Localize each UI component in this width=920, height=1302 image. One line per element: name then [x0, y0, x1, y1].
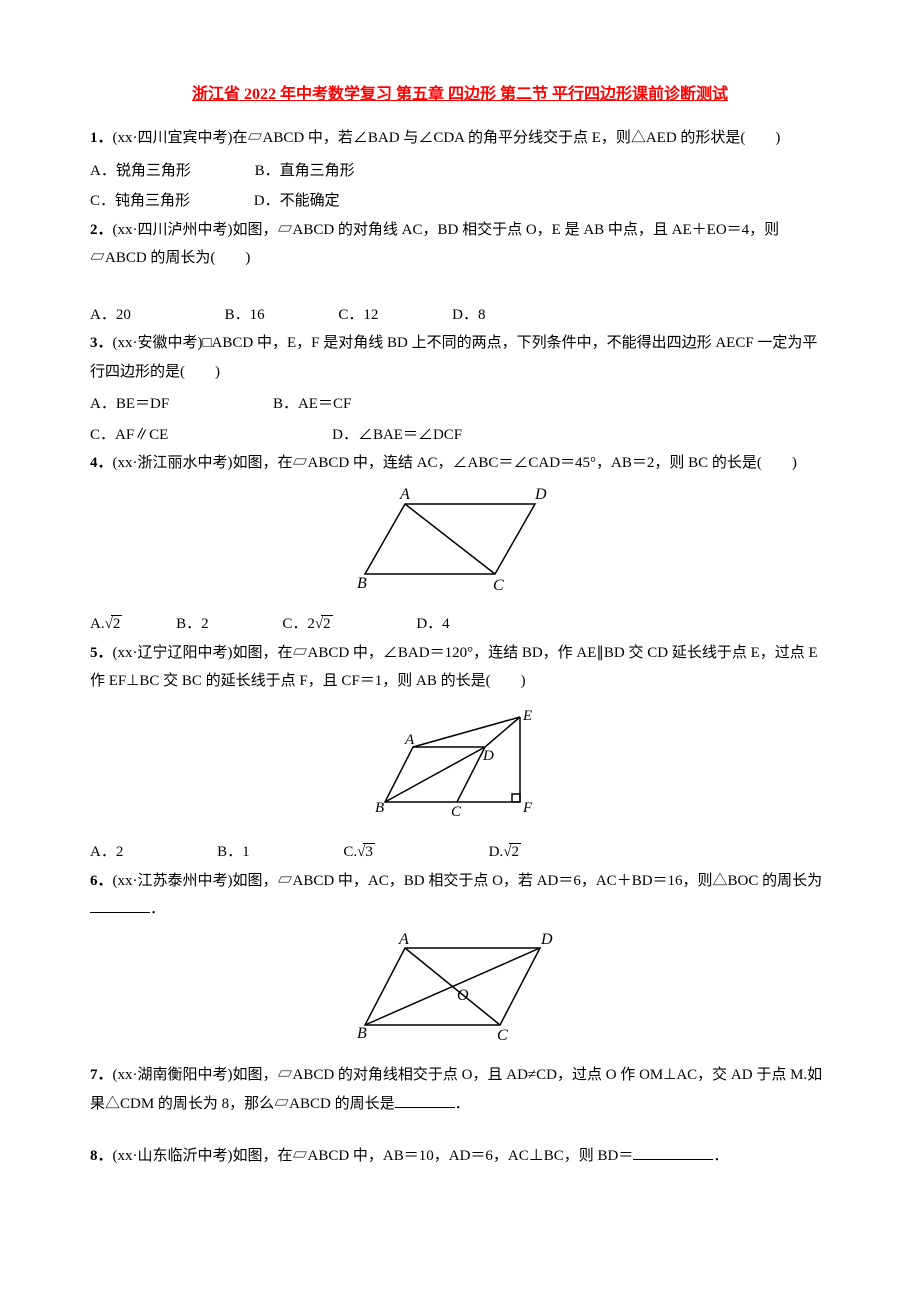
q4-label-c: C: [493, 577, 504, 594]
question-4: 4．(xx·浙江丽水中考)如图，在▱ABCD 中，连结 AC，∠ABC＝∠CAD…: [90, 449, 830, 478]
question-5: 5．(xx·辽宁辽阳中考)如图，在▱ABCD 中，∠BAD＝120°，连结 BD…: [90, 639, 830, 696]
q5-figure: A B C D E F: [90, 702, 830, 833]
q2-options: A．20 B．16 C．12 D．8: [90, 301, 830, 330]
q4-opt-c: C．22: [282, 610, 332, 639]
q5-opt-b: B．1: [217, 838, 250, 867]
q1-options-2: C．钝角三角形 D．不能确定: [90, 187, 830, 216]
q1-stem: (xx·四川宜宾中考)在▱ABCD 中，若∠BAD 与∠CDA 的角平分线交于点…: [113, 130, 781, 146]
q4-stem: (xx·浙江丽水中考)如图，在▱ABCD 中，连结 AC，∠ABC＝∠CAD＝4…: [113, 455, 797, 471]
q4-label-b: B: [357, 575, 367, 592]
q5-label-d: D: [482, 748, 494, 764]
q3-options-2: C．AF∥CE D．∠BAE＝∠DCF: [90, 421, 830, 450]
q5-options: A．2 B．1 C.3 D.2: [90, 838, 830, 867]
q5-label-b: B: [375, 800, 384, 816]
q7-stem-b: ．: [455, 1096, 470, 1112]
q6-blank: [90, 897, 150, 913]
q3-opt-a: A．BE＝DF: [90, 390, 169, 419]
q3-stem: (xx·安徽中考)□ABCD 中，E，F 是对角线 BD 上不同的两点，下列条件…: [90, 335, 817, 380]
q4-figure: A D B C: [90, 484, 830, 605]
q6-label-c: C: [497, 1027, 508, 1044]
question-3: 3．(xx·安徽中考)□ABCD 中，E，F 是对角线 BD 上不同的两点，下列…: [90, 329, 830, 386]
q3-options: A．BE＝DF B．AE＝CF: [90, 390, 830, 419]
question-7: 7．(xx·湖南衡阳中考)如图，▱ABCD 的对角线相交于点 O，且 AD≠CD…: [90, 1061, 830, 1118]
q5-opt-a: A．2: [90, 838, 123, 867]
q1-opt-c: C．钝角三角形: [90, 187, 190, 216]
q1-num: 1．: [90, 130, 113, 146]
q5-label-c: C: [451, 804, 462, 820]
q3-opt-d: D．∠BAE＝∠DCF: [332, 421, 462, 450]
q1-opt-d: D．不能确定: [254, 187, 340, 216]
q6-label-a: A: [398, 931, 409, 948]
q6-label-o: O: [457, 987, 469, 1004]
q7-num: 7．: [90, 1067, 113, 1083]
q8-stem-a: (xx·山东临沂中考)如图，在▱ABCD 中，AB＝10，AD＝6，AC⊥BC，…: [113, 1148, 634, 1164]
q8-blank: [633, 1144, 713, 1160]
question-8: 8．(xx·山东临沂中考)如图，在▱ABCD 中，AB＝10，AD＝6，AC⊥B…: [90, 1142, 830, 1171]
q2-opt-a: A．20: [90, 301, 131, 330]
q4-label-d: D: [534, 486, 547, 503]
q5-opt-c: C.3: [343, 838, 375, 867]
q5-opt-d: D.2: [489, 838, 521, 867]
q5-label-a: A: [404, 732, 415, 748]
page-title: 浙江省 2022 年中考数学复习 第五章 四边形 第二节 平行四边形课前诊断测试: [90, 80, 830, 110]
q6-label-d: D: [540, 931, 553, 948]
q5-num: 5．: [90, 645, 113, 661]
q8-stem-b: ．: [713, 1148, 728, 1164]
q6-stem-b: ．: [150, 901, 165, 917]
question-6: 6．(xx·江苏泰州中考)如图，▱ABCD 中，AC，BD 相交于点 O，若 A…: [90, 867, 830, 924]
q5-stem: (xx·辽宁辽阳中考)如图，在▱ABCD 中，∠BAD＝120°，连结 BD，作…: [90, 645, 818, 690]
q8-num: 8．: [90, 1148, 113, 1164]
q4-opt-d: D．4: [416, 610, 449, 639]
q6-label-b: B: [357, 1025, 367, 1042]
q6-stem-a: (xx·江苏泰州中考)如图，▱ABCD 中，AC，BD 相交于点 O，若 AD＝…: [113, 873, 823, 889]
question-1: 1．(xx·四川宜宾中考)在▱ABCD 中，若∠BAD 与∠CDA 的角平分线交…: [90, 124, 830, 153]
q4-label-a: A: [399, 486, 410, 503]
q2-opt-d: D．8: [452, 301, 485, 330]
q4-opt-a: A.2: [90, 610, 122, 639]
q3-num: 3．: [90, 335, 113, 351]
q4-options: A.2 B．2 C．22 D．4: [90, 610, 830, 639]
q4-opt-b: B．2: [176, 610, 209, 639]
q5-label-e: E: [522, 708, 532, 724]
q2-opt-b: B．16: [225, 301, 265, 330]
q5-label-f: F: [522, 800, 533, 816]
q2-stem: (xx·四川泸州中考)如图，▱ABCD 的对角线 AC，BD 相交于点 O，E …: [90, 222, 779, 267]
q3-opt-b: B．AE＝CF: [273, 390, 351, 419]
q1-opt-b: B．直角三角形: [255, 157, 355, 186]
q7-blank: [395, 1092, 455, 1108]
q1-options: A．锐角三角形 B．直角三角形: [90, 157, 830, 186]
question-2: 2．(xx·四川泸州中考)如图，▱ABCD 的对角线 AC，BD 相交于点 O，…: [90, 216, 830, 273]
q6-figure: A D B C O: [90, 930, 830, 1056]
q1-opt-a: A．锐角三角形: [90, 157, 191, 186]
q2-num: 2．: [90, 222, 113, 238]
q4-num: 4．: [90, 455, 113, 471]
q6-num: 6．: [90, 873, 113, 889]
q3-opt-c: C．AF∥CE: [90, 421, 168, 450]
q2-opt-c: C．12: [338, 301, 378, 330]
